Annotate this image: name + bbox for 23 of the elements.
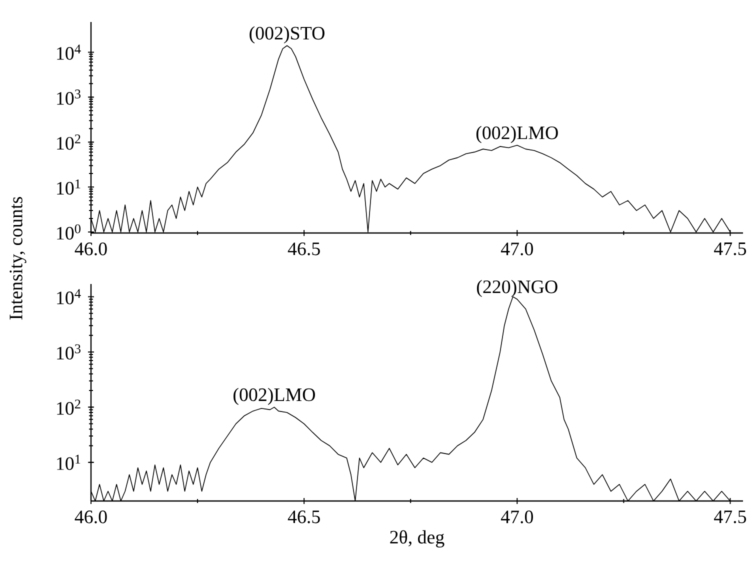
y-tick-label: 10$^{2}$ xyxy=(57,134,80,150)
x-tick-label: 46.0 xyxy=(74,510,107,524)
y-tick-label: 10$^{4}$ xyxy=(57,289,81,304)
y-tick-label: 10$^{3}$ xyxy=(57,344,80,360)
y-tick-label: 10$^{1}$ xyxy=(57,454,80,470)
y-axis-title: Intensity, counts xyxy=(10,197,26,320)
x-tick-label: 46.5 xyxy=(288,242,320,256)
y-tick-label: 10$^{1}$ xyxy=(57,179,80,195)
x-axis-title: 2θ, deg xyxy=(390,530,444,548)
x-tick-label: 47.5 xyxy=(714,242,746,256)
annotation: (002)LMO xyxy=(234,388,315,405)
x-tick-label: 46.0 xyxy=(74,242,107,256)
x-tick-label: 47.0 xyxy=(500,510,533,524)
annotation: (002)STO xyxy=(250,26,324,44)
x-tick-label: 46.5 xyxy=(288,510,320,524)
y-tick-label: 10$^{4}$ xyxy=(57,44,81,60)
x-tick-label: 47.5 xyxy=(714,510,746,524)
annotation: (002)LMO xyxy=(476,126,558,144)
y-tick-label: 10$^{0}$ xyxy=(57,224,81,240)
x-tick-label: 47.0 xyxy=(500,242,533,256)
y-tick-label: 10$^{3}$ xyxy=(57,90,80,105)
annotation: (220)NGO xyxy=(476,280,558,298)
y-tick-label: 10$^{2}$ xyxy=(57,400,80,415)
